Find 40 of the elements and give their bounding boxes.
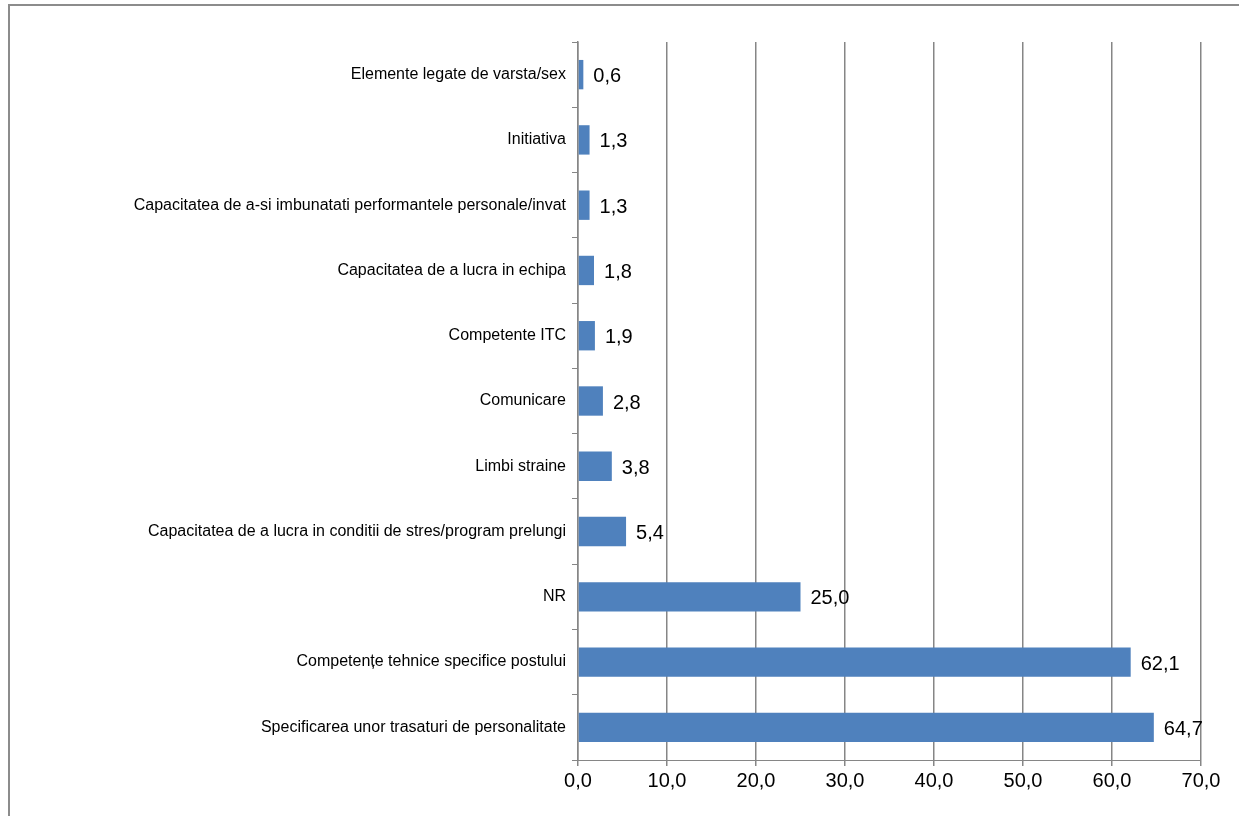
y-tick-label: Capacitatea de a-si imbunatati performantele personale/invat (133, 195, 567, 213)
y-tick-label: Competente ITC (448, 326, 566, 344)
x-tick-label: 0,0 (564, 768, 592, 791)
y-tick-label: Capacitatea de a lucra in conditii de stres/program prelungi (147, 521, 566, 539)
y-tick-label: Elemente legate de varsta/sex (350, 65, 566, 83)
x-tick-label: 40,0 (914, 768, 954, 791)
y-tick-label: Comunicare (479, 391, 567, 409)
x-tick-label: 50,0 (1003, 768, 1043, 791)
bar (578, 516, 627, 547)
y-tick-label: Specificarea unor trasaturi de personalitate (260, 717, 567, 735)
x-tick-label: 10,0 (647, 768, 687, 791)
y-tick-label: NR (542, 587, 566, 605)
bar (578, 255, 595, 286)
data-label: 2,8 (612, 390, 641, 413)
x-tick-label: 30,0 (825, 768, 865, 791)
x-tick-label: 70,0 (1181, 768, 1221, 791)
data-label: 64,7 (1163, 716, 1203, 739)
bar (578, 321, 595, 351)
bar (578, 125, 590, 155)
data-label: 0,6 (593, 64, 622, 87)
bar (578, 190, 590, 220)
bar (578, 582, 801, 612)
bar (578, 647, 1131, 677)
data-label: 25,0 (810, 586, 850, 609)
y-tick-label: Initiativa (507, 130, 567, 148)
data-label: 62,1 (1140, 651, 1180, 674)
y-tick-label: Limbi straine (475, 456, 567, 474)
bar (578, 386, 603, 416)
data-label: 3,8 (621, 455, 650, 478)
x-tick-label: 60,0 (1092, 768, 1132, 791)
y-tick-label: Capacitatea de a lucra in echipa (337, 260, 567, 278)
x-tick-label: 20,0 (736, 768, 776, 791)
data-label: 1,3 (599, 129, 628, 152)
data-label: 1,8 (604, 259, 632, 282)
y-tick-label: Competențe tehnice specifice postului (296, 652, 566, 670)
bar (578, 712, 1154, 743)
data-label: 1,3 (599, 194, 628, 217)
data-label: 1,9 (604, 325, 633, 348)
bar (578, 451, 612, 481)
data-label: 5,4 (636, 521, 664, 544)
